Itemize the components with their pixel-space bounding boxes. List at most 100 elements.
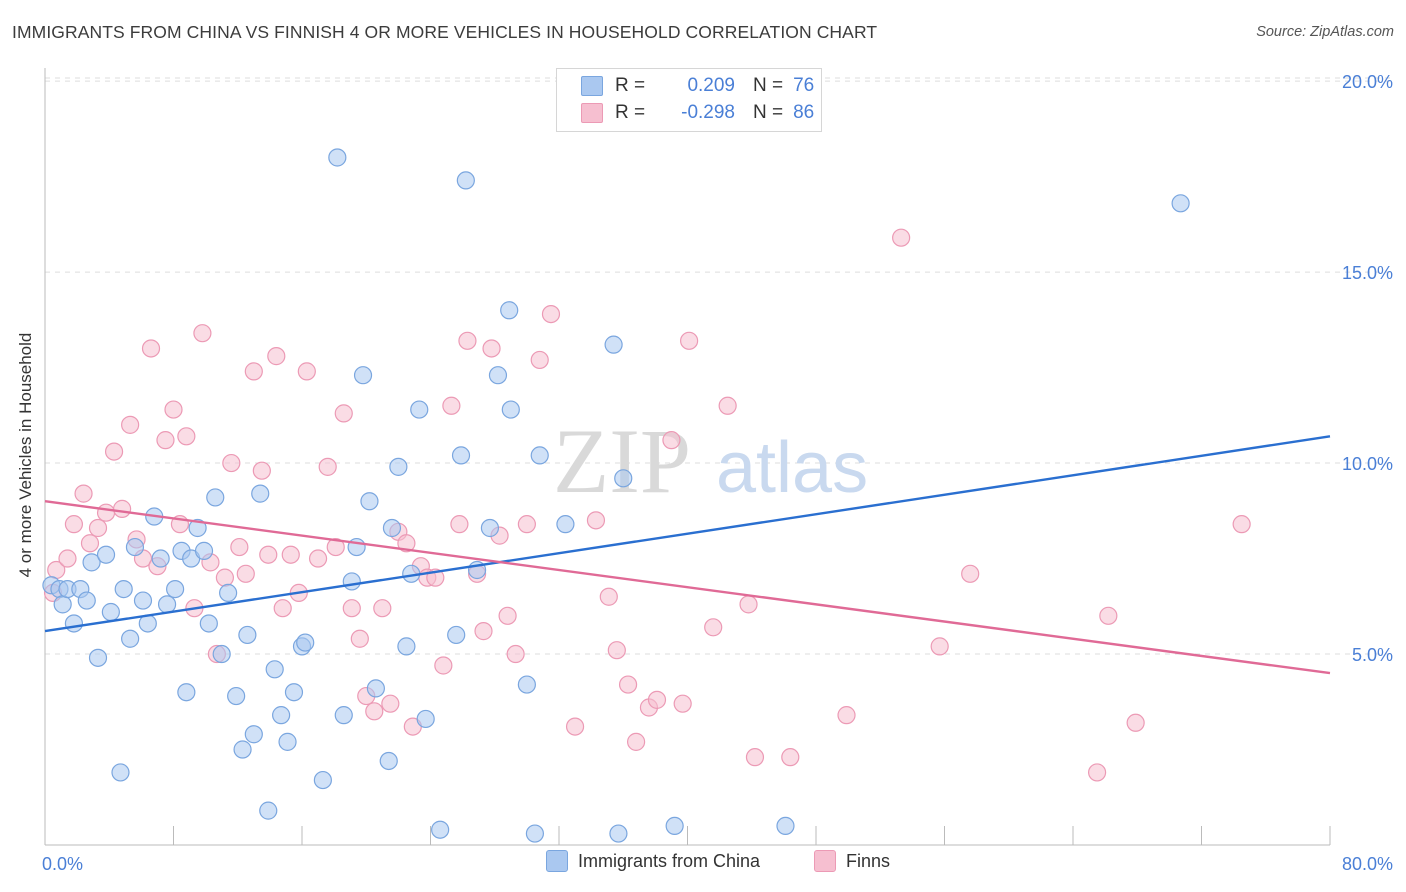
finns-point bbox=[222, 453, 241, 473]
bottom-legend-swatch-china bbox=[546, 850, 568, 872]
finns-point bbox=[334, 404, 353, 423]
china-point bbox=[525, 824, 545, 843]
china-point bbox=[379, 751, 398, 771]
finns-point bbox=[96, 503, 116, 522]
finns-point bbox=[193, 324, 212, 343]
finns-point bbox=[230, 537, 249, 557]
china-point bbox=[366, 679, 385, 698]
finns-point bbox=[482, 339, 501, 358]
china-point bbox=[53, 595, 72, 614]
finns-point bbox=[662, 431, 681, 450]
china-point bbox=[360, 492, 379, 511]
china-point bbox=[776, 816, 795, 836]
china-point bbox=[410, 400, 429, 419]
finns-point bbox=[541, 304, 561, 324]
finns-point bbox=[745, 748, 765, 767]
china-point bbox=[480, 518, 500, 538]
china-point bbox=[456, 171, 475, 190]
china-point bbox=[614, 469, 633, 488]
finns-point bbox=[739, 595, 758, 614]
china-point bbox=[219, 583, 238, 603]
finns-point bbox=[647, 690, 667, 709]
china-point bbox=[517, 675, 536, 694]
tick-labels: 5.0% 10.0% 15.0% 20.0% 0.0% 80.0% bbox=[42, 72, 1393, 874]
legend-r-value: -0.298 bbox=[681, 102, 735, 123]
china-point bbox=[166, 579, 185, 599]
china-point bbox=[125, 537, 145, 557]
legend-n-label: N = bbox=[753, 75, 784, 96]
china-point bbox=[64, 614, 84, 633]
finns-point bbox=[607, 641, 626, 660]
finns-point bbox=[434, 656, 453, 675]
finns-point bbox=[498, 606, 517, 625]
legend-row-finns: R = -0.298 N = 86 bbox=[581, 100, 814, 126]
finns-point bbox=[215, 568, 234, 587]
finns-point bbox=[474, 622, 493, 641]
china-point bbox=[500, 301, 519, 320]
china-point bbox=[313, 770, 332, 790]
finns-point bbox=[297, 362, 316, 381]
finns-point bbox=[58, 549, 77, 568]
finns-trend-line bbox=[44, 500, 1331, 675]
finns-point bbox=[1087, 763, 1107, 782]
china-point bbox=[177, 683, 196, 702]
china-point bbox=[194, 541, 214, 560]
finns-point bbox=[837, 706, 856, 725]
finns-point bbox=[308, 549, 328, 568]
china-point bbox=[609, 824, 628, 843]
finns-point bbox=[164, 400, 183, 419]
china-point bbox=[1171, 194, 1190, 213]
chart-title: IMMIGRANTS FROM CHINA VS FINNISH 4 OR MO… bbox=[12, 22, 878, 42]
china-point bbox=[133, 591, 153, 610]
china-point bbox=[82, 553, 101, 572]
finns-point bbox=[442, 396, 461, 415]
finns-point bbox=[121, 415, 140, 434]
finns-point bbox=[781, 748, 800, 767]
y-tick-label: 10.0% bbox=[1342, 454, 1393, 474]
china-point bbox=[397, 637, 416, 656]
finns-point bbox=[74, 484, 93, 503]
watermark: ZIP atlas bbox=[553, 410, 868, 512]
finns-point bbox=[88, 518, 108, 538]
finns-point bbox=[326, 537, 345, 557]
watermark-zip: ZIP bbox=[553, 410, 691, 512]
finns-point bbox=[365, 702, 384, 721]
y-tick-label: 20.0% bbox=[1342, 72, 1393, 92]
china-point bbox=[77, 591, 96, 610]
china-point bbox=[157, 595, 177, 614]
finns-point bbox=[680, 331, 699, 350]
china-point bbox=[259, 801, 278, 820]
china-point bbox=[334, 706, 353, 725]
china-point bbox=[233, 740, 252, 759]
finns-point bbox=[273, 599, 292, 618]
china-point bbox=[251, 484, 270, 503]
china-point bbox=[665, 816, 684, 836]
finns-point bbox=[565, 717, 585, 736]
y-axis-label: 4 or more Vehicles in Household bbox=[16, 332, 35, 578]
china-point bbox=[238, 625, 257, 645]
china-point bbox=[244, 725, 263, 744]
y-tick-label: 15.0% bbox=[1342, 263, 1393, 283]
finns-point bbox=[530, 350, 549, 370]
finns-point bbox=[673, 694, 692, 713]
x-tick-label: 0.0% bbox=[42, 854, 83, 874]
finns-point bbox=[618, 675, 638, 694]
finns-point bbox=[281, 545, 300, 564]
finns-point bbox=[397, 534, 416, 553]
china-point bbox=[121, 629, 140, 648]
finns-point bbox=[236, 564, 255, 583]
finns-point bbox=[381, 694, 400, 713]
finns-point bbox=[626, 732, 646, 751]
bottom-legend-china: Immigrants from China bbox=[546, 850, 760, 872]
china-point bbox=[416, 709, 435, 729]
finns-point bbox=[141, 339, 161, 358]
finns-point bbox=[1099, 606, 1118, 625]
finns-point bbox=[450, 515, 469, 534]
legend-n-value: 86 bbox=[793, 102, 815, 123]
finns-point bbox=[586, 511, 606, 530]
china-point bbox=[431, 820, 450, 839]
finns-point bbox=[112, 499, 132, 518]
finns-point bbox=[517, 515, 536, 534]
finns-point bbox=[506, 644, 525, 664]
